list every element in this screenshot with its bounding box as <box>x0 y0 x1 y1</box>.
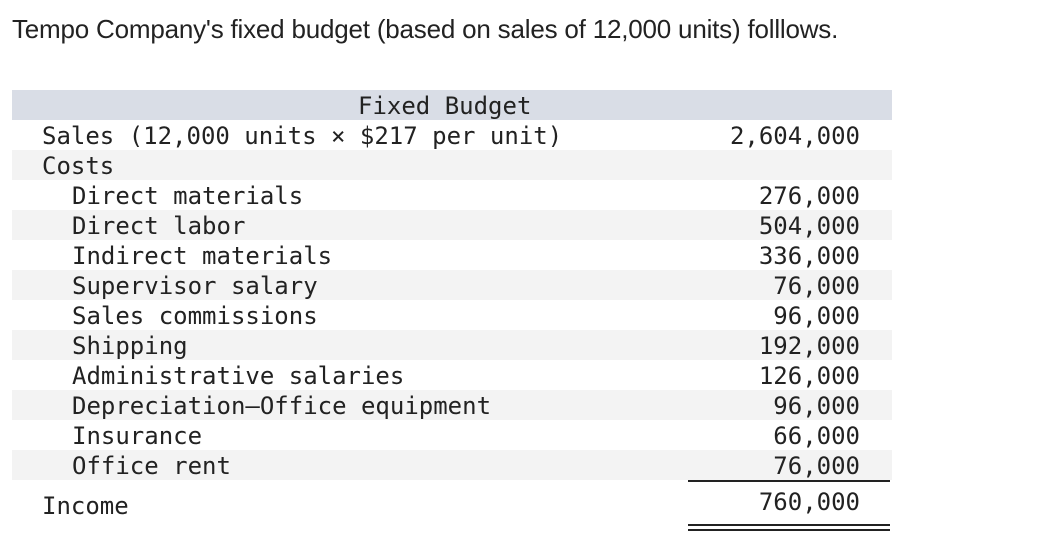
cost-row-depreciation: Depreciation—Office equipment 96,000 <box>12 390 892 420</box>
cost-label: Shipping <box>72 332 188 360</box>
cost-row-indirect-materials: Indirect materials 336,000 <box>12 240 892 270</box>
cost-amount: 66,000 <box>773 422 860 450</box>
cost-label: Direct labor <box>72 212 246 240</box>
costs-label: Costs <box>42 152 115 180</box>
income-label: Income <box>42 492 129 520</box>
cost-row-insurance: Insurance 66,000 <box>12 420 892 450</box>
cost-amount: 76,000 <box>773 452 860 480</box>
cost-amount: 192,000 <box>758 332 860 360</box>
cost-amount: 126,000 <box>758 362 860 390</box>
cost-label: Administrative salaries <box>72 362 405 390</box>
table-header: Fixed Budget <box>12 90 892 120</box>
intro-text: Tempo Company's fixed budget (based on s… <box>12 14 839 44</box>
income-row: Income 760,000 <box>12 488 892 520</box>
cost-label: Depreciation—Office equipment <box>72 392 492 420</box>
cost-amount: 76,000 <box>773 272 860 300</box>
cost-label: Indirect materials <box>72 242 333 270</box>
cost-amount: 504,000 <box>758 212 860 240</box>
cost-row-supervisor-salary: Supervisor salary 76,000 <box>12 270 892 300</box>
cost-label: Supervisor salary <box>72 272 318 300</box>
cost-row-direct-labor: Direct labor 504,000 <box>12 210 892 240</box>
cost-amount: 276,000 <box>758 182 860 210</box>
header-label: Fixed Budget <box>358 92 532 120</box>
cost-row-shipping: Shipping 192,000 <box>12 330 892 360</box>
income-amount: 760,000 <box>758 488 860 516</box>
sales-amount: 2,604,000 <box>729 122 860 150</box>
sales-label: Sales (12,000 units × $217 per unit) <box>42 122 563 150</box>
cost-amount: 96,000 <box>773 392 860 420</box>
subtotal-rule <box>688 480 890 482</box>
cost-row-sales-commissions: Sales commissions 96,000 <box>12 300 892 330</box>
total-double-rule <box>688 524 890 531</box>
cost-label: Sales commissions <box>72 302 318 330</box>
cost-label: Office rent <box>72 452 231 480</box>
cost-row-direct-materials: Direct materials 276,000 <box>12 180 892 210</box>
cost-label: Direct materials <box>72 182 304 210</box>
cost-amount: 96,000 <box>773 302 860 330</box>
cost-row-office-rent: Office rent 76,000 <box>12 450 892 480</box>
cost-label: Insurance <box>72 422 203 450</box>
costs-heading-row: Costs <box>12 150 892 180</box>
cost-row-administrative-salaries: Administrative salaries 126,000 <box>12 360 892 390</box>
cost-amount: 336,000 <box>758 242 860 270</box>
sales-row: Sales (12,000 units × $217 per unit) 2,6… <box>12 120 892 150</box>
